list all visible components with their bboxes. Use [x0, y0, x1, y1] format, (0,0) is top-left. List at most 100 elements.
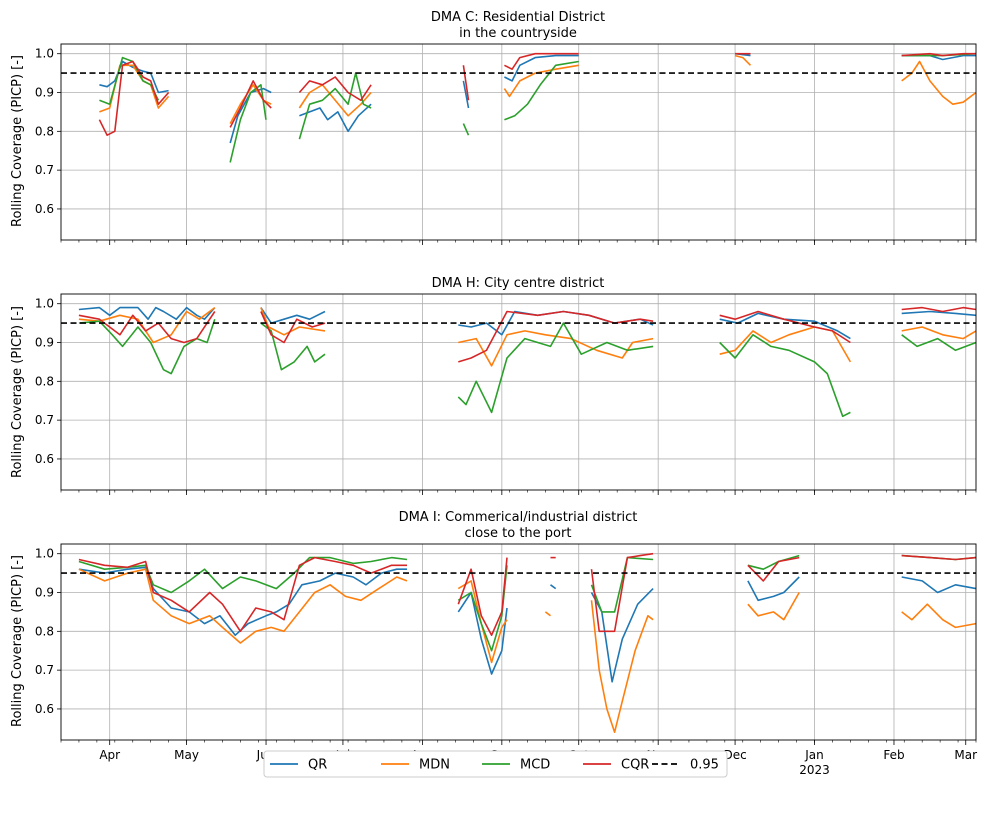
series-line-cqr: [260, 311, 326, 344]
series-line-cqr: [719, 310, 851, 344]
y-tick-label: 1.0: [35, 47, 54, 61]
series-line-qr: [747, 576, 800, 602]
y-tick-label: 0.9: [35, 86, 54, 100]
x-tick-label: Dec: [723, 748, 746, 762]
series-line-mcd: [719, 333, 851, 418]
legend-label-qr: QR: [308, 758, 327, 773]
series-line-mdn: [544, 611, 551, 617]
series-line-mcd: [901, 334, 976, 352]
panel-dma-i: DMA I: Commerical/industrial district cl…: [10, 510, 977, 777]
series-line-mdn: [503, 64, 579, 98]
series-line-mdn: [719, 326, 852, 363]
series-line-mdn: [734, 54, 752, 66]
plot-frame: [60, 43, 977, 241]
series-line-qr: [590, 588, 654, 683]
series-line-cqr: [747, 556, 800, 582]
series-lines: [61, 52, 976, 163]
series-line-mcd: [78, 556, 408, 594]
y-tick-label: 0.7: [35, 413, 54, 427]
legend: QR MDN MCD CQR 0.95: [263, 750, 728, 778]
series-line-mdn: [78, 568, 408, 644]
series-line-mcd: [747, 554, 800, 571]
series-line-mdn: [458, 330, 654, 367]
series-line-mdn: [747, 592, 800, 621]
series-line-qr: [550, 584, 557, 590]
panel-subtitle: in the countryside: [459, 26, 577, 41]
series-line-qr: [299, 103, 372, 133]
series-line-cqr: [462, 65, 470, 101]
series-line-cqr: [457, 557, 508, 637]
y-tick-label: 0.7: [35, 663, 54, 677]
x-tick-label: May: [174, 748, 199, 762]
y-tick-label: 0.6: [35, 202, 54, 216]
panel-dma-c: DMA C: Residential District in the count…: [10, 10, 977, 245]
panel-title: DMA C: Residential District: [431, 10, 605, 25]
y-tick-label: 1.0: [35, 297, 54, 311]
x-tick-label: Apr: [99, 748, 120, 762]
y-tick-label: 0.6: [35, 452, 54, 466]
series-line-mcd: [457, 322, 654, 414]
series-line-mcd: [504, 60, 579, 121]
series-line-mcd: [462, 123, 470, 136]
x-tick-label: Jan: [804, 748, 824, 762]
y-tick-label: 0.9: [35, 336, 54, 350]
y-tick-label: 0.9: [35, 586, 54, 600]
series-line-cqr: [504, 52, 579, 70]
series-line-mdn: [457, 580, 508, 664]
y-axis-label: Rolling Coverage (PICP) [-]: [10, 55, 25, 227]
series-line-qr: [457, 591, 508, 675]
series-line-mdn: [229, 84, 272, 124]
series-line-cqr: [590, 552, 654, 633]
series-line-mdn: [298, 84, 372, 117]
series-line-cqr: [298, 76, 372, 102]
legend-label-ref: 0.95: [690, 758, 719, 773]
series-lines: [61, 306, 976, 418]
plot-frame: [60, 543, 977, 741]
series-line-qr: [901, 576, 976, 594]
series-line-mcd: [590, 556, 654, 613]
series-line-qr: [504, 54, 579, 82]
x-tick-label: Mar: [954, 748, 977, 762]
series-line-mdn: [78, 306, 216, 344]
series-line-mdn: [901, 326, 976, 340]
y-tick-label: 0.8: [35, 624, 54, 638]
series-line-mdn: [901, 60, 976, 105]
series-line-cqr: [78, 556, 407, 633]
series-line-mdn: [590, 600, 654, 734]
series-line-cqr: [229, 80, 272, 128]
series-line-cqr: [901, 52, 976, 57]
y-tick-label: 1.0: [35, 547, 54, 561]
series-line-mcd: [457, 565, 508, 652]
panel-title: DMA H: City centre district: [432, 276, 605, 291]
y-axis-label: Rolling Coverage (PICP) [-]: [10, 555, 25, 727]
series-line-qr: [901, 310, 976, 317]
series-lines: [61, 552, 976, 734]
series-line-cqr: [901, 554, 976, 561]
series-line-mcd: [298, 72, 372, 140]
y-tick-label: 0.8: [35, 374, 54, 388]
series-line-mcd: [229, 84, 267, 163]
series-line-qr: [78, 306, 216, 321]
series-line-cqr: [98, 60, 170, 136]
y-tick-label: 0.8: [35, 124, 54, 138]
y-axis-label: Rolling Coverage (PICP) [-]: [10, 306, 25, 478]
x-tick-year-label: 2023: [799, 763, 830, 777]
plot-frame: [60, 293, 977, 491]
series-line-mcd: [260, 322, 326, 371]
panel-dma-h: DMA H: City centre district Rolling Cove…: [10, 276, 977, 495]
legend-label-cqr: CQR: [621, 758, 649, 773]
y-tick-label: 0.6: [35, 702, 54, 716]
legend-label-mdn: MDN: [419, 758, 450, 773]
x-tick-label: Feb: [883, 748, 904, 762]
series-line-mdn: [260, 307, 326, 336]
series-line-qr: [260, 307, 326, 324]
series-line-mdn: [901, 603, 976, 629]
y-tick-label: 0.7: [35, 163, 54, 177]
series-line-cqr: [901, 306, 976, 313]
series-line-mcd: [78, 318, 216, 375]
series-line-qr: [462, 80, 470, 109]
panel-subtitle: close to the port: [465, 526, 572, 541]
panel-title: DMA I: Commerical/industrial district: [399, 510, 638, 525]
series-line-cqr: [458, 310, 654, 363]
